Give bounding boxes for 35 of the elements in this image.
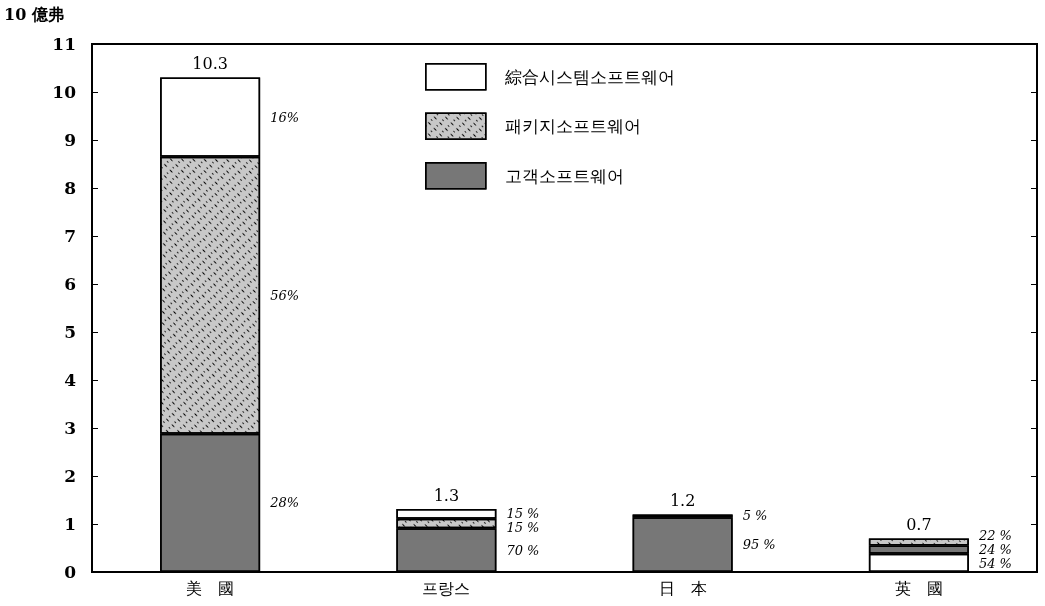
- total-label: 1.2: [669, 490, 696, 510]
- x-tick-label: 프랑스: [422, 578, 471, 598]
- annotation: 95 %: [742, 537, 776, 553]
- annotation: 15 %: [506, 520, 540, 536]
- y-axis-title: 10 億弗: [4, 4, 64, 24]
- annotation: 15 %: [506, 506, 540, 522]
- annotation: 56%: [270, 287, 300, 303]
- annotation: 16%: [270, 109, 300, 125]
- y-tick-label: 0: [64, 562, 77, 582]
- legend-label: 패키지소프트웨어: [504, 116, 641, 137]
- annotation: 24 %: [977, 541, 1012, 557]
- total-label: 10.3: [192, 54, 228, 74]
- y-tick-label: 2: [64, 466, 76, 486]
- x-tick-label: 美 國: [186, 578, 235, 598]
- annotation: 54 %: [978, 555, 1012, 571]
- y-tick-label: 6: [64, 274, 76, 294]
- y-tick-label: 4: [64, 370, 77, 390]
- annotation: 5 %: [742, 508, 768, 524]
- y-tick-label: 3: [64, 418, 76, 438]
- total-label: 0.7: [906, 514, 932, 534]
- y-tick-label: 5: [64, 322, 76, 342]
- y-tick-label: 1: [64, 514, 76, 534]
- y-tick-label: 10: [52, 82, 77, 102]
- x-tick-label: 英 國: [894, 578, 943, 598]
- y-tick-label: 11: [52, 34, 76, 54]
- legend-label: 綜合시스템소프트웨어: [503, 66, 675, 87]
- annotation: 22 %: [977, 527, 1012, 543]
- y-tick-label: 8: [64, 178, 76, 198]
- annotation: 70 %: [506, 542, 540, 558]
- legend-label: 고객소프트웨어: [504, 165, 624, 186]
- y-tick-label: 9: [64, 130, 76, 150]
- annotation: 28%: [269, 495, 300, 511]
- total-label: 1.3: [433, 485, 460, 505]
- y-tick-label: 7: [64, 226, 76, 246]
- x-tick-label: 日 本: [658, 578, 707, 598]
